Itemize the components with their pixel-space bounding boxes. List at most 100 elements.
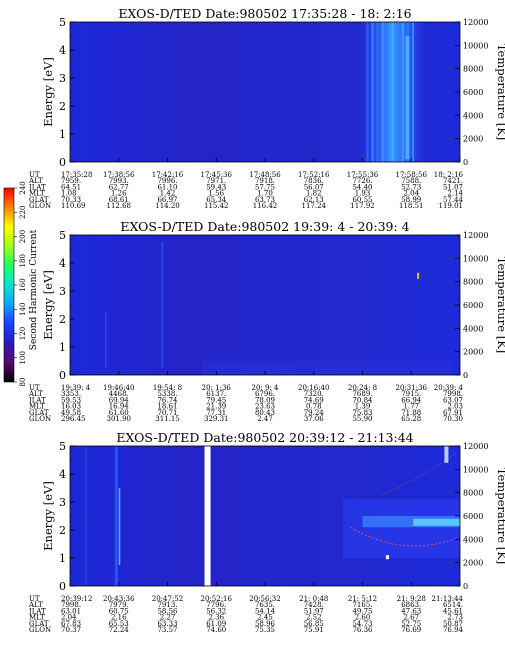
table-cell: 117.24 xyxy=(302,202,327,210)
table-cell: 20:39: 4 xyxy=(434,384,464,392)
table-cell: 63.07 xyxy=(443,396,463,404)
table-cell: 70.84 xyxy=(352,396,373,404)
table-cell: 18: 2:16 xyxy=(434,171,464,179)
table-cell: 17:42:16 xyxy=(152,171,184,179)
table-cell: 7998. xyxy=(443,390,463,398)
row-label: MLT xyxy=(29,403,45,411)
y2tick-label: 10000 xyxy=(463,465,488,474)
table-cell: 66.97 xyxy=(157,196,177,204)
y-axis-label: Energy [eV] xyxy=(41,270,55,340)
y2-axis-label: Temperature [K] xyxy=(495,257,505,354)
table-cell: 20: 1:36 xyxy=(202,384,232,392)
y2tick-label: 4000 xyxy=(463,324,483,333)
row-label: ILAT xyxy=(29,607,46,615)
y2tick-label: 6000 xyxy=(463,301,483,310)
colorbar-tick-label: 180 xyxy=(19,254,27,267)
table-cell: 116.42 xyxy=(253,202,278,210)
table-cell: 21: 9:28 xyxy=(397,595,426,603)
table-cell: 20:31:36 xyxy=(396,384,428,392)
table-cell: 7996. xyxy=(157,177,177,185)
ytick-label: 2 xyxy=(59,524,66,537)
table-cell: 4468. xyxy=(109,390,129,398)
table-cell: 63.73 xyxy=(255,196,275,204)
table-cell: 20:56:32 xyxy=(249,595,280,603)
table-cell: 2.04 xyxy=(61,614,77,622)
table-cell: 54.40 xyxy=(352,183,372,191)
table-cell: 56.32 xyxy=(206,607,226,615)
table-cell: 7165. xyxy=(352,601,372,609)
row-label: ALT xyxy=(28,177,43,185)
table-cell: 7959. xyxy=(61,177,81,185)
y2tick-label: 12000 xyxy=(463,18,488,27)
table-cell: 20:43:36 xyxy=(103,595,135,603)
row-label: GLAT xyxy=(29,196,49,204)
ytick-label: 5 xyxy=(59,16,66,29)
table-cell: 7588. xyxy=(401,177,421,185)
panel-1: EXOS-D/TED Date:980502 17:35:28 - 18: 2:… xyxy=(28,6,505,210)
table-cell: 58.96 xyxy=(255,620,276,628)
table-cell: 79.24 xyxy=(304,409,325,417)
row-label: ILAT xyxy=(29,396,46,404)
table-cell: 66.94 xyxy=(401,396,422,404)
y2-axis-label: Temperature [K] xyxy=(495,468,505,565)
table-cell: 21: 5:12 xyxy=(348,595,377,603)
row-label: GLON xyxy=(29,202,51,210)
table-cell: 7915. xyxy=(401,390,421,398)
table-cell: 60.55 xyxy=(352,196,372,204)
table-cell: 56.85 xyxy=(304,620,324,628)
table-cell: 61.60 xyxy=(109,409,129,417)
table-cell: 63.33 xyxy=(157,620,177,628)
table-cell: 114.20 xyxy=(155,202,180,210)
row-label: MLT xyxy=(29,190,45,198)
table-cell: 70.37 xyxy=(61,626,81,634)
y2tick-label: 0 xyxy=(463,371,468,380)
table-cell: 76.69 xyxy=(401,626,421,634)
table-cell: 65.34 xyxy=(206,196,227,204)
table-cell: 77.31 xyxy=(206,409,226,417)
table-cell: 51.97 xyxy=(304,607,324,615)
table-cell: 67.91 xyxy=(443,409,463,417)
table-cell: 19:39: 4 xyxy=(61,384,91,392)
ytick-label: 0 xyxy=(59,580,66,593)
table-cell: 50.87 xyxy=(443,620,463,628)
y2tick-label: 10000 xyxy=(463,41,488,50)
table-cell: 2.45 xyxy=(257,614,273,622)
table-cell: 7689. xyxy=(352,390,372,398)
table-cell: 49.58 xyxy=(61,409,81,417)
table-cell: 117.92 xyxy=(350,202,375,210)
row-label: ALT xyxy=(28,601,43,609)
table-cell: 1.77 xyxy=(403,403,419,411)
ephemeris-table: UT 17:35:28 17:38:56 17:42:16 17:45:36 17:48:… xyxy=(28,171,464,210)
table-cell: 16.94 xyxy=(109,403,130,411)
table-cell: 1.70 xyxy=(257,190,273,198)
row-label: UT xyxy=(29,595,40,603)
panel-title: EXOS-D/TED Date:980502 20:39:12 - 21:13:… xyxy=(116,430,413,445)
y2tick-label: 2000 xyxy=(463,135,483,144)
y2tick-label: 0 xyxy=(463,158,468,167)
table-cell: 61.10 xyxy=(157,183,177,191)
table-cell: 7428. xyxy=(304,601,324,609)
row-label: UT xyxy=(29,171,40,179)
table-cell: 7971. xyxy=(206,177,226,185)
table-cell: 17:52:16 xyxy=(298,171,330,179)
y2tick-label: 4000 xyxy=(463,111,483,120)
table-cell: 20:24: 8 xyxy=(348,384,377,392)
colorbar: 80 100 120 140 160 180 200 220 240 Second Harmoni… xyxy=(3,181,39,386)
table-cell: 119.01 xyxy=(439,202,464,210)
table-cell: 329.31 xyxy=(204,415,229,423)
table-cell: 1.56 xyxy=(208,190,224,198)
table-cell: 58.99 xyxy=(401,196,421,204)
table-cell: 58.56 xyxy=(157,607,178,615)
ytick-label: 4 xyxy=(59,44,66,57)
table-cell: 62.13 xyxy=(304,196,324,204)
table-cell: 47.63 xyxy=(401,607,421,615)
table-cell: 16.03 xyxy=(61,403,81,411)
table-cell: 2.27 xyxy=(160,614,176,622)
table-cell: 59.43 xyxy=(206,183,226,191)
table-cell: 19:46:40 xyxy=(103,384,134,392)
table-cell: 20: 9: 4 xyxy=(252,384,280,392)
table-cell: 51.07 xyxy=(443,183,463,191)
table-cell: 7836. xyxy=(304,177,324,185)
table-cell: 75.83 xyxy=(352,409,372,417)
table-cell: 69.94 xyxy=(109,396,130,404)
